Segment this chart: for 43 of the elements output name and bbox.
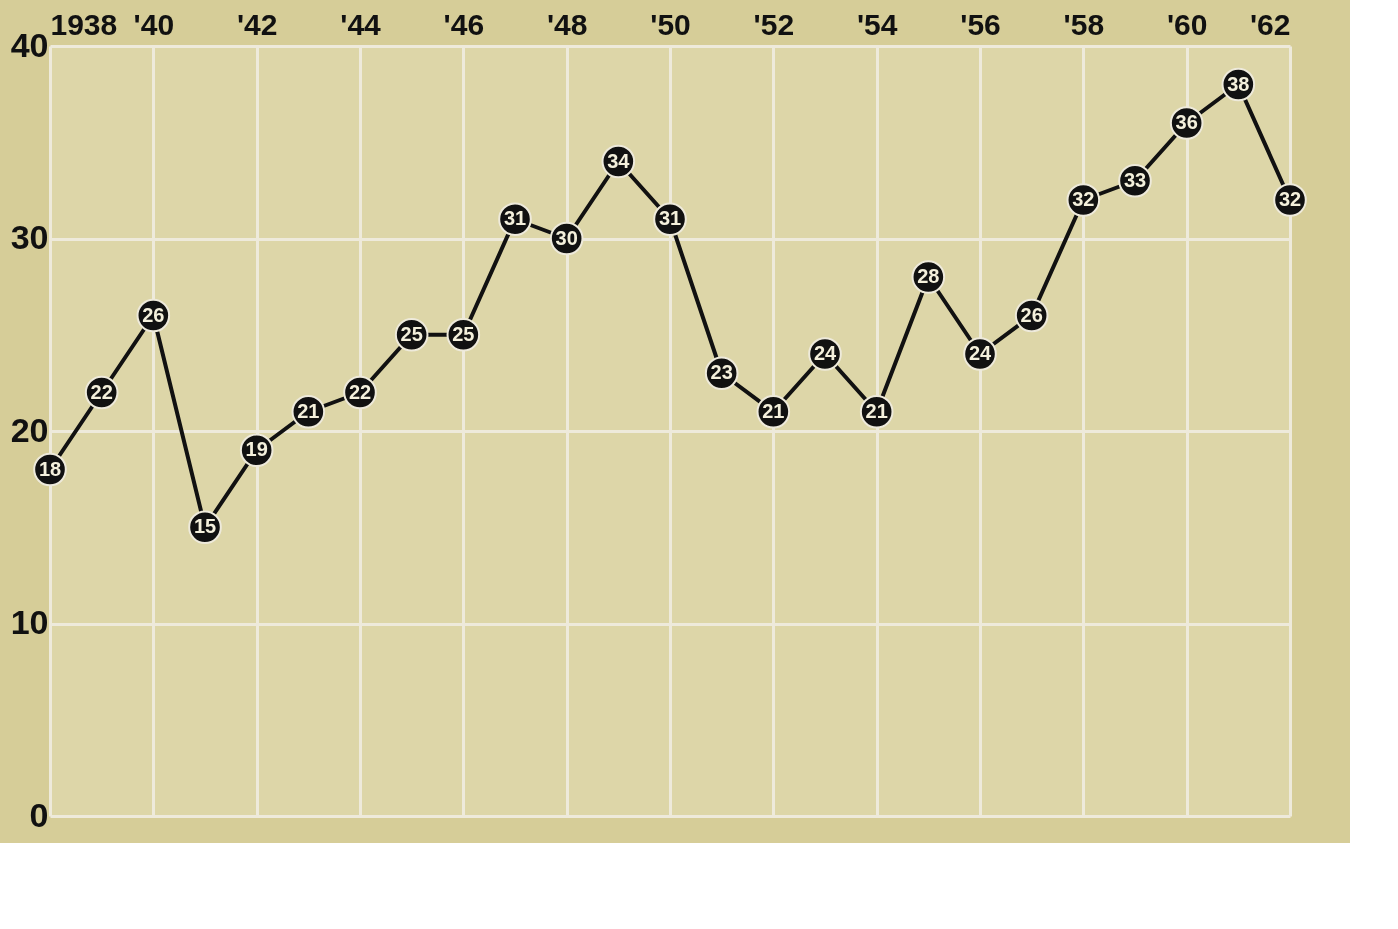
data-label: 31	[658, 207, 682, 230]
data-label: 21	[297, 399, 320, 422]
data-label: 24	[968, 342, 992, 364]
x-tick-label: '54	[856, 7, 898, 41]
x-tick-label: '60	[1166, 7, 1208, 41]
data-label: 21	[865, 399, 888, 422]
x-tick-label: '62	[1249, 7, 1291, 41]
data-label: 32	[1278, 188, 1302, 210]
data-label: 26	[142, 303, 165, 326]
data-label: 25	[452, 322, 475, 345]
data-label: 38	[1227, 72, 1250, 95]
data-label: 23	[710, 361, 733, 384]
data-label: 36	[1175, 111, 1198, 133]
data-label: 24	[813, 342, 837, 364]
data-label: 32	[1072, 188, 1095, 210]
x-tick-label: '50	[650, 7, 691, 41]
data-label: 30	[555, 226, 578, 249]
y-tick-label: 20	[10, 410, 49, 449]
x-tick-label: '46	[443, 7, 485, 41]
x-tick-label: '40	[133, 7, 175, 41]
data-label: 31	[503, 207, 527, 230]
x-tick-label: '44	[340, 7, 382, 41]
x-tick-label: '52	[753, 7, 795, 41]
data-label: 26	[1020, 303, 1043, 326]
data-label: 28	[917, 265, 940, 287]
data-label: 21	[762, 399, 785, 422]
data-label: 22	[348, 380, 372, 403]
y-tick-label: 10	[10, 603, 49, 641]
x-tick-label: '58	[1063, 7, 1105, 41]
data-label: 22	[90, 380, 113, 403]
y-tick-label: 40	[10, 25, 49, 64]
y-tick-label: 30	[10, 218, 49, 256]
data-label: 18	[38, 457, 62, 480]
y-tick-label: 0	[29, 795, 49, 834]
x-tick-label: 1938	[50, 7, 118, 41]
data-label: 19	[245, 438, 268, 461]
data-label: 25	[400, 322, 423, 345]
x-tick-label: '48	[546, 7, 588, 41]
x-tick-label: '56	[960, 7, 1001, 41]
data-label: 33	[1123, 168, 1147, 191]
data-label: 15	[193, 515, 217, 538]
x-tick-label: '42	[236, 7, 278, 41]
data-label: 34	[607, 149, 631, 172]
